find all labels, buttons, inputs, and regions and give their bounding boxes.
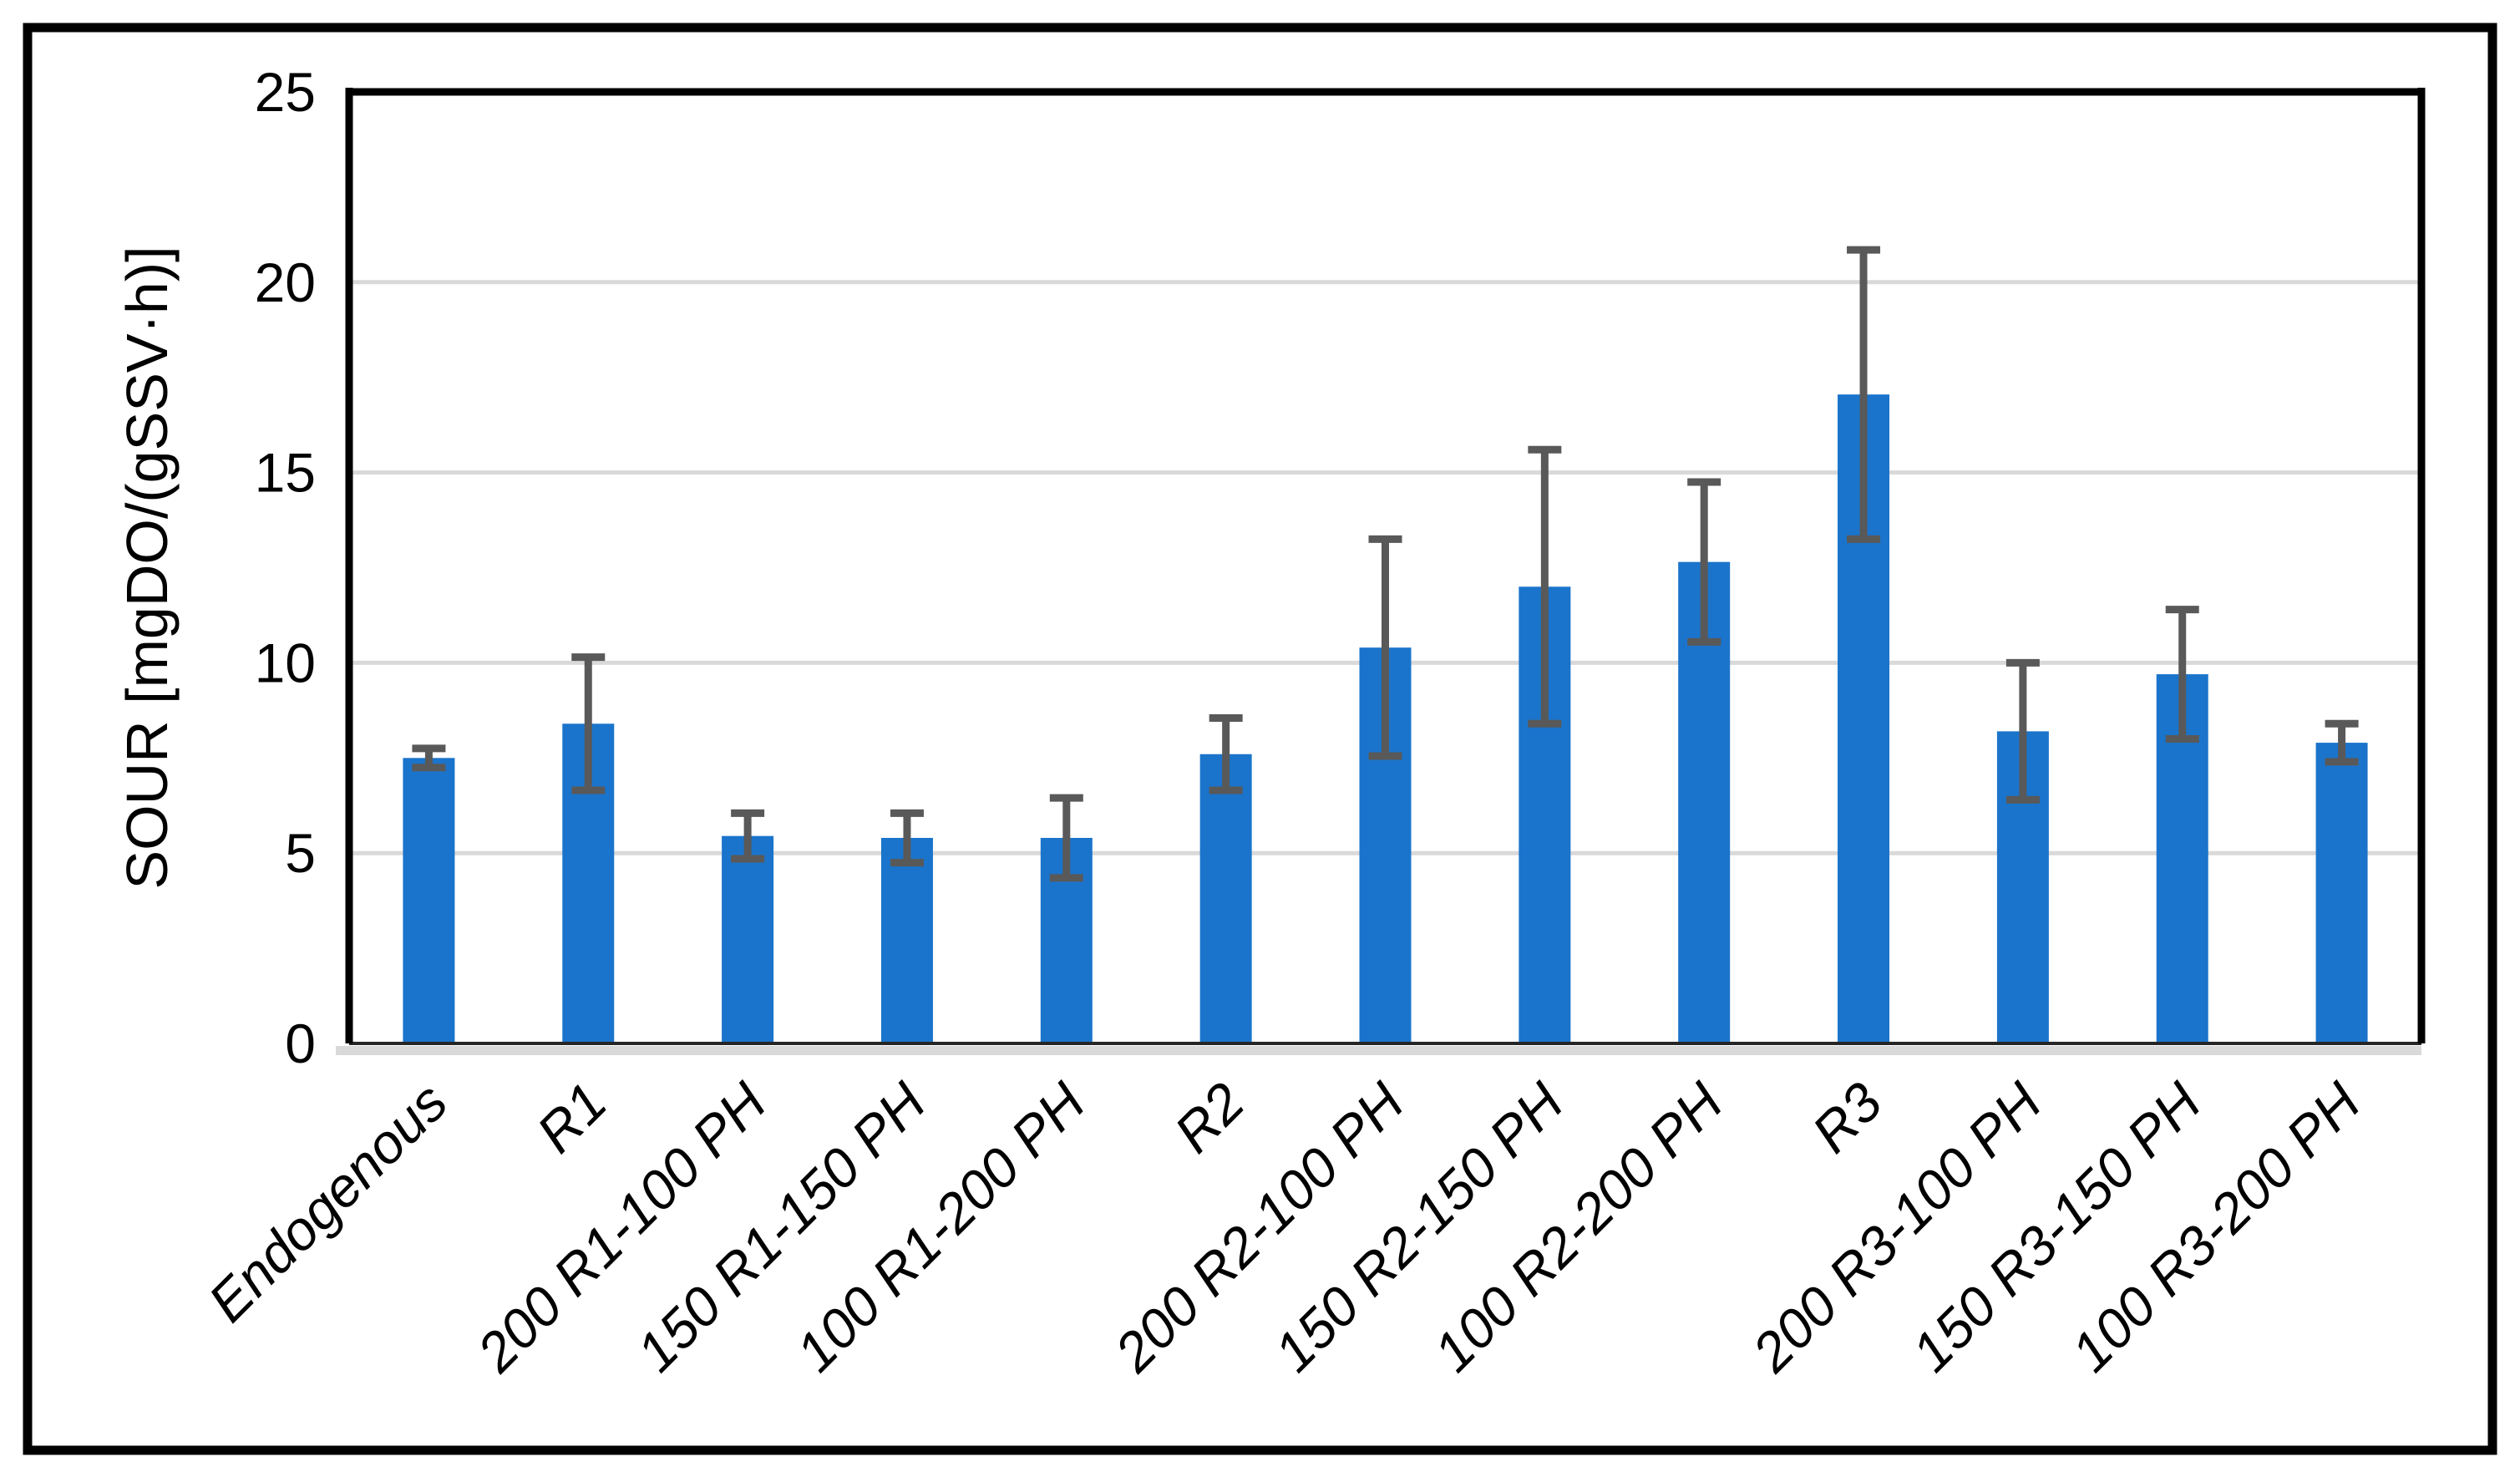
x-category-label-200 R2-100 PH: 200 R2-100 PH bbox=[1103, 1070, 1416, 1383]
x-category-label-100 R3-200 PH: 100 R3-200 PH bbox=[2059, 1070, 2371, 1383]
error-bar-150 R3-150 PH bbox=[2165, 606, 2199, 744]
y-tick-label-15: 15 bbox=[255, 442, 316, 504]
error-bar-100 R3-200 PH bbox=[2325, 719, 2359, 766]
figure-border bbox=[23, 23, 2497, 1455]
y-axis-title: SOUR [mgDO/(gSSV·h)] bbox=[114, 246, 180, 889]
y-tick-label-20: 20 bbox=[255, 251, 316, 313]
x-category-label-200 R1-100 PH: 200 R1-100 PH bbox=[464, 1070, 778, 1383]
x-category-label-150 R2-150 PH: 150 R2-150 PH bbox=[1262, 1070, 1574, 1383]
x-category-label-R1: R1 bbox=[525, 1071, 618, 1165]
bar-200 R1-100 PH bbox=[722, 835, 774, 1043]
x-category-label-Endogenous: Endogenous bbox=[196, 1071, 459, 1333]
bar-150 R1-150 PH bbox=[880, 837, 933, 1043]
plot-frame bbox=[345, 88, 2426, 1045]
x-category-label-100 R2-200 PH: 100 R2-200 PH bbox=[1422, 1070, 1734, 1383]
x-axis-band bbox=[336, 1046, 2421, 1055]
y-axis-tick-labels: 0 5 10 15 20 25 bbox=[255, 61, 316, 1074]
y-tick-label-10: 10 bbox=[255, 632, 316, 693]
x-category-label-100 R1-200 PH: 100 R1-200 PH bbox=[784, 1070, 1097, 1383]
x-category-label-R2: R2 bbox=[1163, 1071, 1256, 1165]
x-category-label-150 R3-150 PH: 150 R3-150 PH bbox=[1900, 1070, 2213, 1383]
error-bar-200 R2-100 PH bbox=[1368, 535, 1402, 760]
error-bars bbox=[412, 246, 2359, 882]
x-category-label-R3: R3 bbox=[1800, 1070, 1894, 1164]
error-bar-200 R1-100 PH bbox=[731, 809, 765, 863]
x-category-label-150 R1-150 PH: 150 R1-150 PH bbox=[625, 1070, 937, 1383]
error-bar-R2 bbox=[1209, 713, 1243, 794]
error-bar-R3 bbox=[1847, 246, 1881, 543]
y-tick-label-0: 0 bbox=[285, 1013, 316, 1074]
y-tick-label-5: 5 bbox=[285, 822, 316, 884]
error-bar-R1 bbox=[571, 653, 606, 794]
error-bar-200 R3-100 PH bbox=[2005, 658, 2040, 804]
bar-Endogenous bbox=[403, 758, 455, 1043]
error-bar-150 R1-150 PH bbox=[890, 809, 924, 867]
x-axis-tick-band bbox=[336, 1046, 2421, 1055]
x-category-label-200 R3-100 PH: 200 R3-100 PH bbox=[1740, 1070, 2053, 1383]
y-tick-label-25: 25 bbox=[255, 61, 316, 123]
bar-100 R3-200 PH bbox=[2315, 743, 2368, 1043]
error-bar-150 R2-150 PH bbox=[1528, 445, 1562, 728]
error-bar-100 R2-200 PH bbox=[1687, 478, 1721, 646]
error-bar-100 R1-200 PH bbox=[1049, 794, 1083, 882]
bar-R2 bbox=[1199, 754, 1252, 1043]
error-bar-Endogenous bbox=[412, 744, 446, 772]
